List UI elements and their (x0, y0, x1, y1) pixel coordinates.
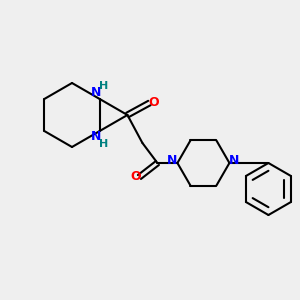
Text: N: N (91, 130, 101, 143)
Text: N: N (91, 86, 101, 100)
Text: H: H (99, 81, 108, 91)
Text: O: O (130, 170, 141, 184)
Text: H: H (99, 139, 108, 149)
Text: O: O (148, 97, 159, 110)
Text: N: N (167, 154, 178, 167)
Text: N: N (229, 154, 240, 167)
